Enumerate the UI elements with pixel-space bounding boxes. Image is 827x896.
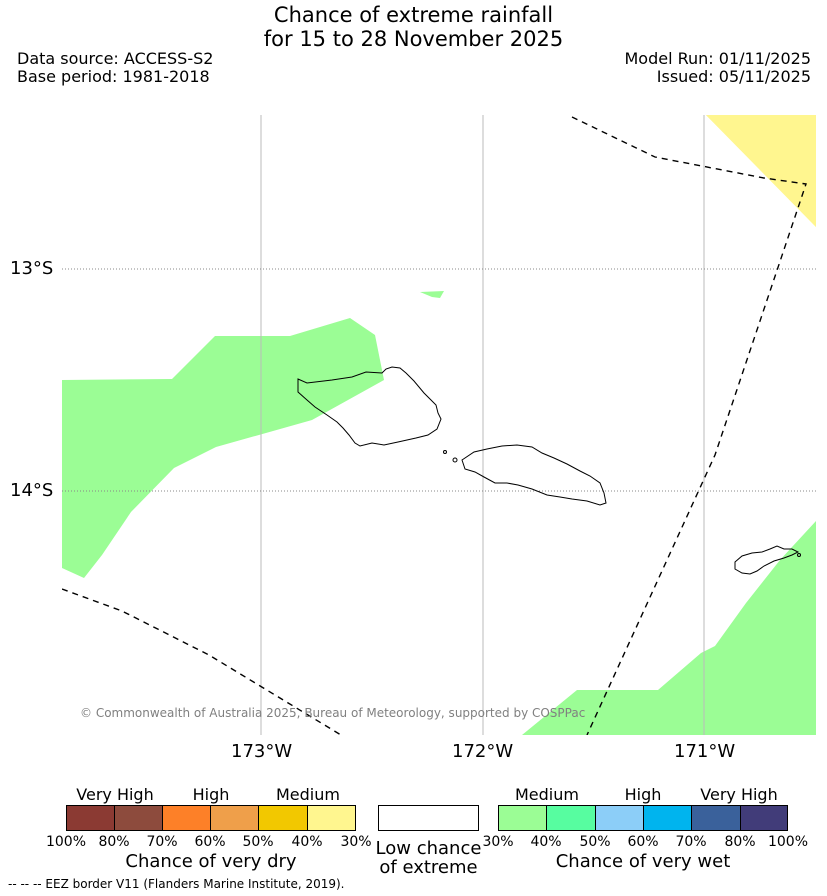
island-aunuu <box>797 553 801 557</box>
wet-tick: 50% <box>579 834 611 850</box>
island-apolima <box>443 450 447 454</box>
low-chance-label-line2: of extreme <box>379 857 478 878</box>
map-title-line2: for 15 to 28 November 2025 <box>263 27 564 51</box>
map-title-line1: Chance of extreme rainfall <box>273 3 554 27</box>
wet-tick: 60% <box>627 834 659 850</box>
wet-tick: 80% <box>724 834 756 850</box>
wet-swatch-4 <box>643 805 692 831</box>
dry-tick: 40% <box>291 834 323 850</box>
eez-footnote: -- -- -- EEZ border V11 (Flanders Marine… <box>8 877 345 891</box>
island-tutuila <box>734 545 800 575</box>
rainfall-map <box>62 115 816 735</box>
issued-date: Issued: 05/11/2025 <box>656 67 811 86</box>
data-source: Data source: ACCESS-S2 <box>17 49 214 68</box>
wet-swatch-3 <box>595 805 644 831</box>
wet-tick: 70% <box>675 834 707 850</box>
base-period: Base period: 1981-2018 <box>17 67 210 86</box>
wet-tick: 40% <box>530 834 562 850</box>
wet-swatch-6 <box>740 805 788 831</box>
dry-swatch-5 <box>258 805 308 831</box>
dry-tick: 60% <box>194 834 226 850</box>
wet-swatch-5 <box>691 805 741 831</box>
dry-legend-heading-high: High <box>192 785 230 804</box>
wet-legend-heading-medium: Medium <box>515 785 579 804</box>
lon-label-172w: 172°W <box>452 741 514 762</box>
dry-tick: 70% <box>146 834 178 850</box>
dry-legend-heading-medium: Medium <box>276 785 340 804</box>
eez-border <box>62 116 807 735</box>
wet-swatch-1 <box>498 805 547 831</box>
dry-swatch-1 <box>66 805 115 831</box>
lon-label-173w: 173°W <box>231 741 293 762</box>
wet-region-west <box>62 318 384 578</box>
lat-label-13s: 13°S <box>10 258 54 279</box>
dry-tick: 80% <box>98 834 130 850</box>
wet-legend-heading-very-high: Very High <box>700 785 778 804</box>
island-outlines <box>297 366 801 575</box>
dry-swatch-4 <box>210 805 259 831</box>
wet-swatch-2 <box>546 805 596 831</box>
dry-swatch-3 <box>162 805 211 831</box>
dry-legend-title: Chance of very dry <box>125 851 297 872</box>
island-upolu <box>461 444 607 506</box>
wet-legend-title: Chance of very wet <box>555 851 731 872</box>
dry-tick: 30% <box>340 834 372 850</box>
wet-region-southeast <box>522 521 816 735</box>
copyright-notice: © Commonwealth of Australia 2025, Bureau… <box>80 706 586 720</box>
wet-region-north <box>420 291 444 298</box>
model-run: Model Run: 01/11/2025 <box>624 49 812 68</box>
dry-legend-heading-very-high: Very High <box>76 785 154 804</box>
lat-label-14s: 14°S <box>10 480 54 501</box>
island-savaii <box>297 366 442 447</box>
wet-tick: 100% <box>767 834 809 850</box>
dry-swatch-2 <box>114 805 163 831</box>
wet-tick: 30% <box>482 834 514 850</box>
low-chance-swatch <box>378 805 479 831</box>
grid-lines <box>62 115 816 735</box>
dry-region-main <box>706 115 816 227</box>
low-chance-label-line1: Low chance <box>375 838 482 859</box>
dry-swatch-6 <box>307 805 356 831</box>
lon-label-171w: 171°W <box>674 741 736 762</box>
wet-legend-heading-high: High <box>624 785 662 804</box>
dry-tick: 100% <box>45 834 87 850</box>
dry-tick: 50% <box>242 834 274 850</box>
island-manono <box>452 457 458 463</box>
